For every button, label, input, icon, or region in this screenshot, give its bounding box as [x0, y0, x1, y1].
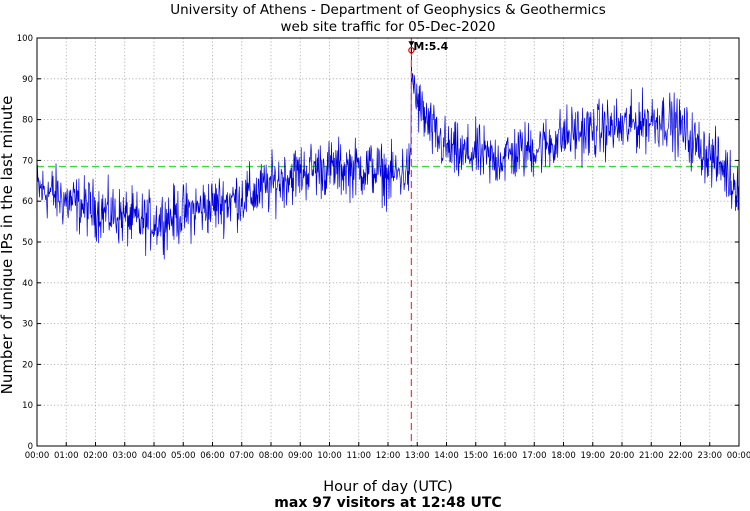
y-tick-label: 60 — [22, 197, 33, 207]
x-tick-label: 01:00 — [54, 451, 79, 461]
x-tick-label: 08:00 — [259, 451, 284, 461]
y-tick-label: 20 — [22, 360, 33, 370]
x-axis-ticks: 00:00 01:00 02:00 03:00 04:00 05:00 06:00 07:00… — [25, 442, 750, 461]
x-tick-label: 06:00 — [200, 451, 225, 461]
max-marker — [408, 47, 415, 54]
x-tick-label: 13:00 — [405, 451, 430, 461]
y-axis-label: Number of unique IPs in the last minute — [0, 96, 16, 395]
y-tick-label: 70 — [22, 156, 33, 166]
x-tick-label: 17:00 — [522, 451, 547, 461]
x-tick-label: 04:00 — [142, 451, 167, 461]
chart-title: University of Athens - Department of Geo… — [170, 2, 606, 18]
y-tick-label: 100 — [17, 34, 33, 44]
x-tick-label: 00:00 — [727, 451, 750, 461]
y-tick-label: 10 — [22, 401, 33, 411]
plot-frame — [36, 37, 740, 447]
x-tick-label: 02:00 — [83, 451, 108, 461]
x-tick-label: 10:00 — [317, 451, 342, 461]
x-tick-label: 05:00 — [171, 451, 196, 461]
x-tick-label: 03:00 — [113, 451, 138, 461]
x-axis-label: Hour of day (UTC) — [323, 479, 452, 495]
y-tick-label: 80 — [22, 116, 33, 126]
x-tick-label: 07:00 — [230, 451, 255, 461]
x-tick-label: 15:00 — [464, 451, 489, 461]
x-tick-label: 12:00 — [376, 451, 401, 461]
y-tick-label: 40 — [22, 279, 33, 289]
series-group — [36, 50, 740, 260]
y-tick-label: 0 — [28, 442, 33, 452]
x-tick-label: 14:00 — [434, 451, 459, 461]
x-tick-label: 11:00 — [347, 451, 372, 461]
event-arrow-head — [408, 41, 415, 47]
series-line — [36, 50, 740, 260]
x-tick-label: 20:00 — [610, 451, 635, 461]
x-tick-label: 21:00 — [639, 451, 664, 461]
x-tick-label: 00:00 — [25, 451, 50, 461]
x-tick-label: 09:00 — [288, 451, 313, 461]
event-label: M:5.4 — [413, 40, 448, 53]
x-tick-label: 16:00 — [493, 451, 518, 461]
y-axis-ticks: 0 10 20 30 40 50 60 70 80 90 100 — [17, 34, 739, 452]
y-tick-label: 30 — [22, 320, 33, 330]
y-tick-label: 50 — [22, 238, 33, 248]
x-tick-label: 18:00 — [551, 451, 576, 461]
grid — [36, 37, 740, 447]
max-visitors-note: max 97 visitors at 12:48 UTC — [274, 495, 501, 511]
chart-subtitle: web site traffic for 05-Dec-2020 — [280, 19, 495, 35]
x-tick-label: 22:00 — [668, 451, 693, 461]
y-tick-label: 90 — [22, 75, 33, 85]
x-tick-label: 19:00 — [581, 451, 606, 461]
x-tick-label: 23:00 — [698, 451, 723, 461]
